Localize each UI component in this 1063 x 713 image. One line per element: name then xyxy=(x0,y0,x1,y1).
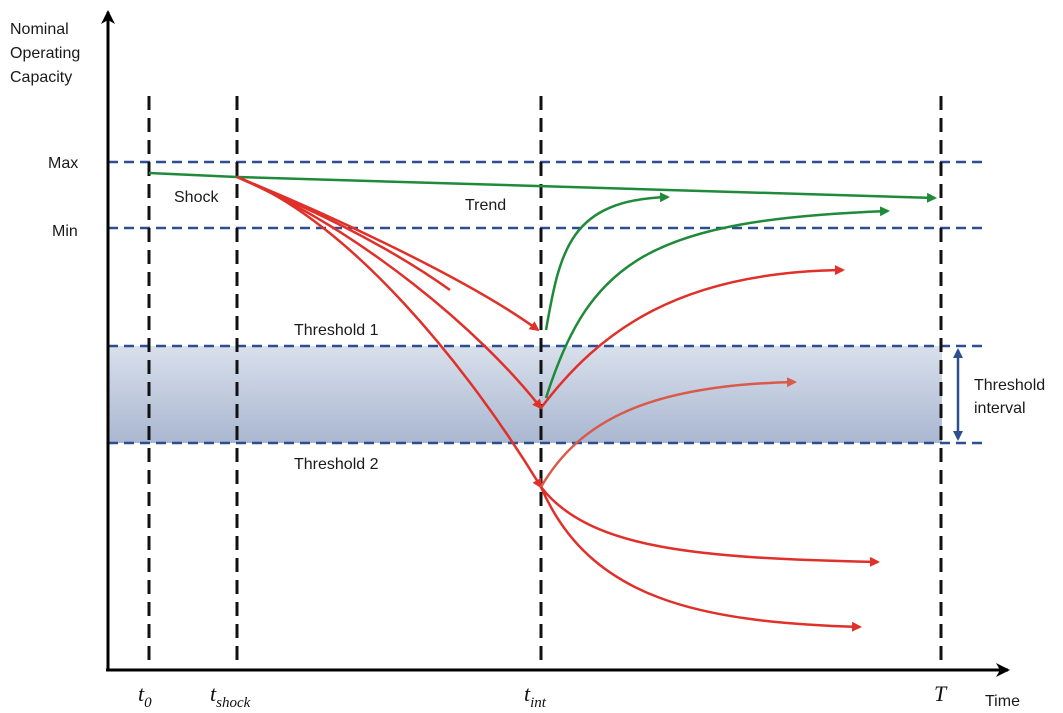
threshold-interval-label: Threshold interval xyxy=(974,377,1050,417)
min-label: Min xyxy=(52,223,78,240)
t0-label: t0 xyxy=(138,681,152,711)
recovery-slow xyxy=(544,206,890,399)
y-axis-label: Nominal Operating Capacity xyxy=(10,21,85,86)
tshock-label: tshock xyxy=(210,681,251,711)
threshold2-label: Threshold 2 xyxy=(294,456,379,473)
shock-label: Shock xyxy=(174,189,219,206)
partial-recovery-band xyxy=(539,377,797,488)
shock-path-fan xyxy=(236,175,451,292)
collapse-upper xyxy=(540,486,880,567)
trend-label: Trend xyxy=(465,197,506,214)
x-axis-label: Time xyxy=(985,693,1020,710)
shock-path-to-lower xyxy=(236,175,543,489)
tint-label: tint xyxy=(524,681,547,711)
threshold-band xyxy=(108,346,942,443)
partial-recovery-upper xyxy=(540,265,845,409)
threshold1-label: Threshold 1 xyxy=(294,322,379,339)
collapse-lower xyxy=(539,486,862,632)
T-label: T xyxy=(934,681,948,706)
max-label: Max xyxy=(48,155,78,172)
recovery-fast xyxy=(544,192,670,331)
